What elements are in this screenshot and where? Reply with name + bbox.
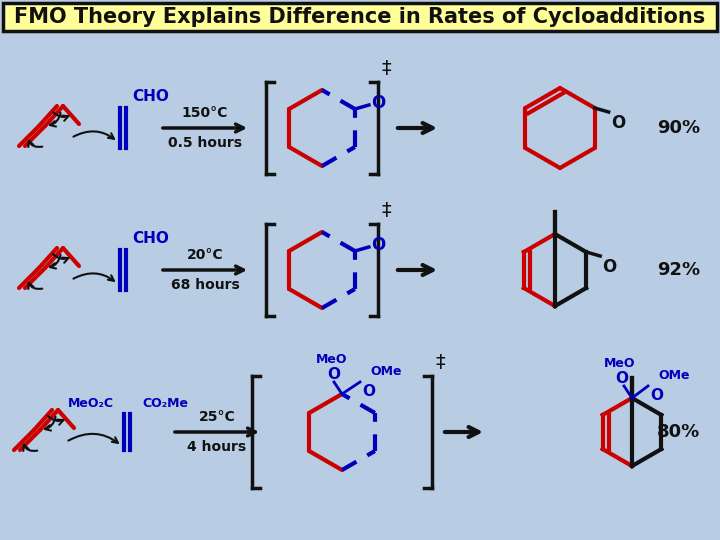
Text: MeO: MeO	[316, 353, 348, 366]
Text: ‡: ‡	[382, 59, 392, 78]
Text: OMe: OMe	[658, 369, 690, 382]
Text: MeO₂C: MeO₂C	[68, 397, 114, 410]
Text: FMO Theory Explains Difference in Rates of Cycloadditions: FMO Theory Explains Difference in Rates …	[14, 7, 706, 27]
Text: 0.5 hours: 0.5 hours	[168, 136, 242, 150]
Text: 90%: 90%	[657, 119, 700, 137]
Text: OMe: OMe	[370, 365, 402, 378]
Text: O: O	[650, 388, 663, 403]
Text: CHO: CHO	[132, 89, 169, 104]
Text: CHO: CHO	[132, 231, 169, 246]
Text: O: O	[616, 371, 629, 386]
Text: 80%: 80%	[657, 423, 700, 441]
Text: O: O	[602, 258, 616, 276]
Text: O: O	[371, 236, 385, 254]
Text: 20°C: 20°C	[186, 248, 223, 262]
Text: 25°C: 25°C	[199, 410, 235, 424]
Text: 68 hours: 68 hours	[171, 278, 239, 292]
Text: 4 hours: 4 hours	[187, 440, 246, 454]
Text: MeO: MeO	[604, 357, 636, 370]
Text: ‡: ‡	[382, 201, 392, 220]
Text: CO₂Me: CO₂Me	[142, 397, 188, 410]
Text: O: O	[371, 94, 385, 112]
Text: O: O	[611, 114, 625, 132]
Text: O: O	[362, 384, 375, 400]
Text: O: O	[328, 367, 341, 382]
Text: 92%: 92%	[657, 261, 700, 279]
Text: 150°C: 150°C	[182, 106, 228, 120]
Text: ‡: ‡	[436, 353, 446, 372]
FancyBboxPatch shape	[3, 3, 717, 31]
